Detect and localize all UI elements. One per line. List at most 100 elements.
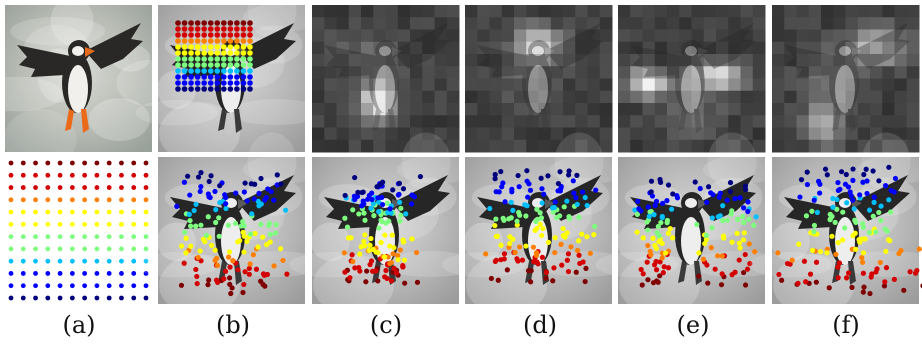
attention-cell [703,66,717,79]
attention-cell [477,127,490,141]
deformed-point [187,223,194,229]
deformed-point [835,275,841,281]
attention-cell [514,103,527,116]
deformed-point [866,207,873,213]
deformed-point [665,265,672,271]
attention-cell [808,54,822,67]
attention-cell [514,78,527,92]
deformed-point [912,270,919,276]
grid-point [20,221,26,227]
deformed-point [241,189,247,195]
deformed-point [776,271,782,278]
attention-cell [642,127,656,141]
grid-point [194,62,201,68]
deformed-point [708,245,714,251]
deformed-point [498,168,504,175]
attention-cell [752,54,766,67]
deformed-point [864,190,870,197]
deformed-point [916,246,922,252]
attention-cell [772,103,785,116]
grid-point [240,80,247,86]
deformed-point [645,277,651,283]
deformed-point [658,219,664,226]
deformed-point [253,266,260,272]
grid-point [57,234,63,240]
deformed-point [704,199,710,205]
deformed-point [524,178,530,184]
attention-cell [324,115,337,128]
attention-cell [654,5,668,18]
grid-point [33,246,38,252]
deformed-point [342,192,348,199]
panel-a-grid [5,157,152,304]
attention-cell [501,103,515,116]
deformed-point [362,232,368,238]
attention-cell [845,103,859,116]
attention-cell [821,54,834,67]
attention-cell [563,17,576,30]
deformed-point [873,229,879,235]
deformed-point [817,249,824,255]
deformed-point [527,279,534,285]
deformed-point [576,238,582,244]
attention-cell [784,139,797,153]
grid-point [119,283,124,289]
deformed-point [860,289,866,295]
attention-cell [410,127,423,141]
puffin-face [225,198,237,208]
deformed-point [834,196,840,203]
grid-point [119,295,124,301]
deformed-point [356,211,362,217]
attention-cell [434,17,448,30]
attention-cell [599,115,613,128]
puffin-ghost [784,23,910,133]
attention-cell [833,54,846,67]
attention-cell [587,5,601,18]
deformed-point [657,273,663,279]
deformed-point [347,275,353,281]
cloud-blob [50,0,94,46]
deformed-point [876,178,882,184]
attention-cell [550,66,564,79]
deformed-point [492,222,498,229]
deformed-point [223,205,229,212]
attention-cell [373,115,386,128]
attention-cell [716,90,729,104]
grid-point [221,80,227,86]
attention-cell [397,78,411,92]
attention-cell [361,41,374,55]
attention-cell [446,41,460,55]
puffin-body [522,53,552,113]
grid-point [20,185,26,190]
attention-cell [618,127,631,141]
attention-cell [618,115,631,128]
deformed-point [537,210,543,216]
grid-point [227,86,234,92]
grid-point [82,160,88,166]
caption-c: (c) [369,311,403,339]
attention-cell [833,103,846,116]
grid-point [181,32,188,38]
grid-point [175,38,181,44]
deformed-point [534,216,541,222]
attention-cell [667,90,680,104]
cloud-blob [3,108,77,170]
attention-cell [821,66,834,79]
deformed-point [886,197,892,203]
attention-cell [679,139,692,153]
deformed-point [350,207,356,213]
grid-point [214,20,221,26]
attention-cell [906,127,920,141]
attention-cell [434,90,448,104]
deformed-point [181,179,188,185]
deformed-point [352,265,358,271]
deformed-point [837,186,843,192]
attention-cell [373,139,386,153]
deformed-point [198,184,204,190]
attention-cell [336,90,350,104]
attention-cell [870,5,883,18]
deformed-point [271,263,277,269]
attention-cell [740,17,754,30]
deformed-point [843,171,849,178]
grid-point [69,221,75,227]
